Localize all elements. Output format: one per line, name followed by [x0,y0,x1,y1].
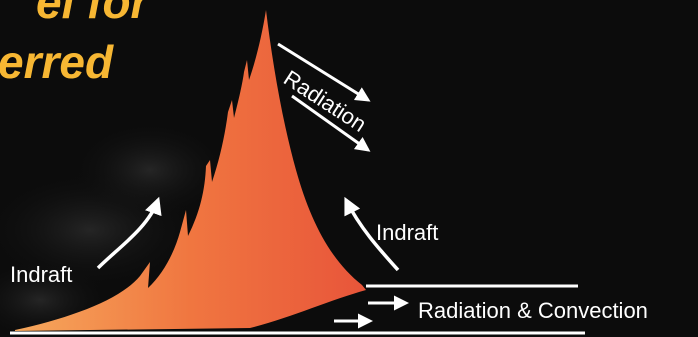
title-line-2: erred [0,36,114,88]
radiation-arrow [291,94,371,152]
radiation-arrow [277,42,371,102]
smoke-wisp [70,120,230,220]
indraft-arrow-left [96,196,162,270]
title-line-1: el for [36,0,151,28]
radiation-label: Radiation [279,65,371,137]
radiation-convection-label: Radiation & Convection [418,298,648,323]
indraft-arrow-right [344,196,400,272]
flame-shape [15,10,366,331]
indraft-label-right: Indraft [376,220,438,245]
indraft-label-left: Indraft [10,262,72,287]
